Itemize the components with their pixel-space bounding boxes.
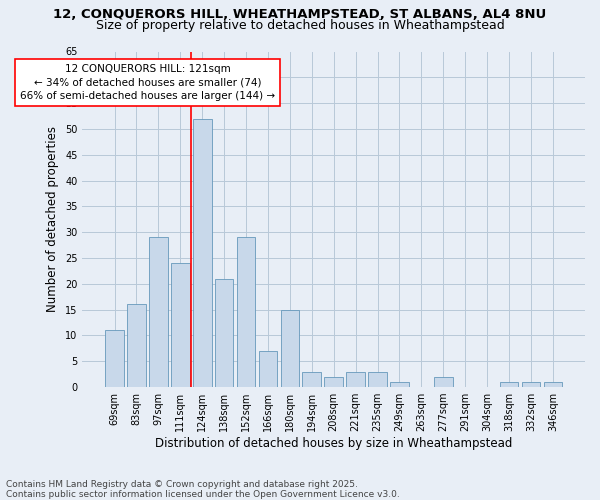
Bar [346, 372, 365, 387]
Text: 12 CONQUERORS HILL: 121sqm
← 34% of detached houses are smaller (74)
66% of semi: 12 CONQUERORS HILL: 121sqm ← 34% of deta… [20, 64, 275, 101]
Bar [390, 382, 409, 387]
Bar [434, 377, 452, 387]
Bar [302, 372, 321, 387]
Bar [127, 304, 146, 387]
Bar [237, 238, 256, 387]
Y-axis label: Number of detached properties: Number of detached properties [46, 126, 59, 312]
Bar [149, 238, 167, 387]
Bar [325, 377, 343, 387]
Bar [500, 382, 518, 387]
Text: 12, CONQUERORS HILL, WHEATHAMPSTEAD, ST ALBANS, AL4 8NU: 12, CONQUERORS HILL, WHEATHAMPSTEAD, ST … [53, 8, 547, 20]
Bar [544, 382, 562, 387]
Bar [259, 351, 277, 387]
Bar [171, 263, 190, 387]
X-axis label: Distribution of detached houses by size in Wheathampstead: Distribution of detached houses by size … [155, 437, 512, 450]
Bar [105, 330, 124, 387]
Bar [215, 278, 233, 387]
Bar [281, 310, 299, 387]
Bar [193, 118, 212, 387]
Bar [368, 372, 387, 387]
Text: Contains HM Land Registry data © Crown copyright and database right 2025.
Contai: Contains HM Land Registry data © Crown c… [6, 480, 400, 499]
Bar [521, 382, 540, 387]
Text: Size of property relative to detached houses in Wheathampstead: Size of property relative to detached ho… [95, 18, 505, 32]
